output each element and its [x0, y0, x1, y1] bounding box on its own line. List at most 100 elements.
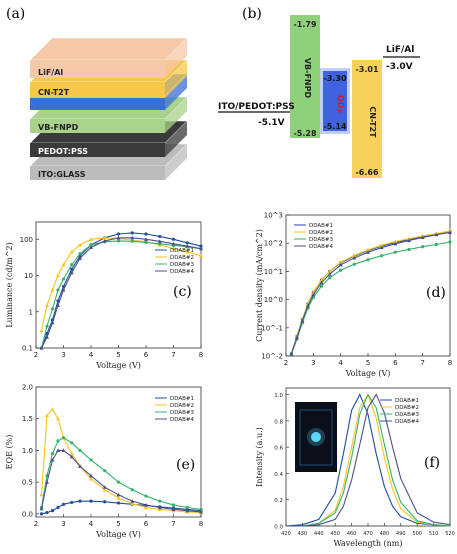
x-tick-label: 5	[366, 359, 370, 367]
stack-layer-front	[30, 166, 165, 180]
cnt2t-label: CN-T2T	[368, 106, 377, 138]
data-point	[78, 256, 82, 260]
series-2	[289, 229, 452, 356]
legend-entry: DDAB#4	[395, 419, 420, 425]
data-point	[130, 499, 135, 503]
x-axis-label: Voltage (V)	[95, 361, 141, 370]
data-point	[116, 492, 121, 497]
qds-label: QDs	[336, 95, 345, 113]
data-point	[171, 237, 176, 241]
data-point	[116, 501, 121, 505]
data-point	[407, 236, 411, 241]
data-point	[61, 502, 66, 506]
series-line	[40, 232, 202, 349]
energy-level-diagram: -1.79 -5.28 VB-FNPD -3.30 -5.14 QDs -3.0…	[218, 15, 420, 178]
data-point	[50, 407, 55, 411]
x-tick-label: 490	[396, 531, 406, 537]
data-point	[116, 495, 121, 500]
data-point	[158, 242, 162, 246]
x-axis-label: Wavelength (nm)	[333, 539, 402, 548]
legend-entry: DDAB#3	[309, 237, 334, 243]
data-point	[379, 243, 384, 247]
data-point	[103, 500, 107, 504]
data-point	[366, 258, 370, 262]
x-tick-label: 8	[199, 520, 203, 528]
x-tick-label: 2	[34, 520, 38, 528]
data-point	[144, 502, 148, 507]
data-point	[338, 262, 343, 267]
x-tick-label: 3	[61, 351, 65, 359]
x-tick-label: 450	[330, 531, 340, 537]
stack-layer-side	[165, 38, 187, 78]
legend-entry: DDAB#1	[170, 248, 194, 254]
data-point	[89, 458, 93, 462]
data-point	[56, 448, 60, 453]
data-point	[434, 242, 438, 247]
y-tick-label: 0.0	[22, 510, 33, 518]
data-point	[319, 277, 324, 282]
panel-label-b: (b)	[242, 6, 262, 22]
data-point	[130, 501, 135, 506]
x-tick-label: 510	[429, 531, 439, 537]
stack-layer-front	[30, 60, 165, 78]
legend-entry: DDAB#2	[395, 405, 419, 411]
y-tick-label: 0.4	[274, 472, 283, 478]
stack-layer-side	[165, 74, 187, 110]
data-point	[70, 267, 74, 271]
device-photo-inset	[295, 402, 337, 472]
data-point	[144, 240, 148, 245]
data-point	[56, 273, 60, 278]
data-point	[56, 303, 60, 307]
data-point	[116, 239, 121, 243]
data-point	[89, 476, 93, 481]
data-point	[69, 451, 74, 456]
y-tick-label: 10^1	[264, 268, 283, 276]
data-point	[39, 512, 44, 516]
series-4	[39, 235, 203, 350]
data-point	[380, 254, 384, 258]
data-point	[158, 234, 162, 239]
emission-glow	[307, 428, 325, 446]
data-point	[70, 263, 74, 267]
x-tick-label: 5	[116, 351, 120, 359]
y-tick-label: 2.0	[22, 384, 33, 392]
series-line	[41, 500, 202, 515]
legend-entry: DDAB#3	[395, 412, 420, 418]
vbfnpd-block	[290, 15, 320, 138]
data-point	[328, 276, 332, 280]
data-point	[103, 469, 107, 473]
x-tick-label: 440	[314, 531, 324, 537]
data-point	[185, 508, 190, 513]
data-point	[61, 277, 66, 281]
cathode-label: LiF/Al	[386, 45, 414, 55]
panel-label-a: (a)	[6, 6, 25, 22]
data-point	[45, 510, 49, 515]
data-point	[116, 232, 121, 236]
series-line	[286, 393, 451, 527]
data-point	[45, 474, 49, 478]
x-tick-label: 8	[448, 359, 452, 367]
vbfnpd-bottom-value: -5.28	[293, 129, 316, 138]
data-point	[89, 499, 93, 503]
emission-spot	[311, 432, 321, 442]
anode-label: ITO/PEDOT:PSS	[218, 102, 295, 112]
y-tick-label: 0.6	[274, 446, 283, 452]
x-axis-label: Voltage (V)	[345, 369, 391, 378]
data-point	[157, 507, 162, 511]
y-tick-label: 10^2	[264, 240, 283, 248]
data-point	[89, 473, 93, 478]
y-tick-label: 10^-1	[261, 324, 283, 332]
series-line	[290, 241, 451, 354]
data-point	[407, 238, 411, 243]
stack-layer-side	[165, 121, 187, 157]
series-line	[40, 408, 202, 514]
series-4	[289, 230, 452, 356]
panel-label-c: (c)	[173, 284, 192, 300]
data-point	[130, 231, 134, 235]
data-point	[300, 318, 305, 323]
x-tick-label: 430	[298, 531, 308, 537]
